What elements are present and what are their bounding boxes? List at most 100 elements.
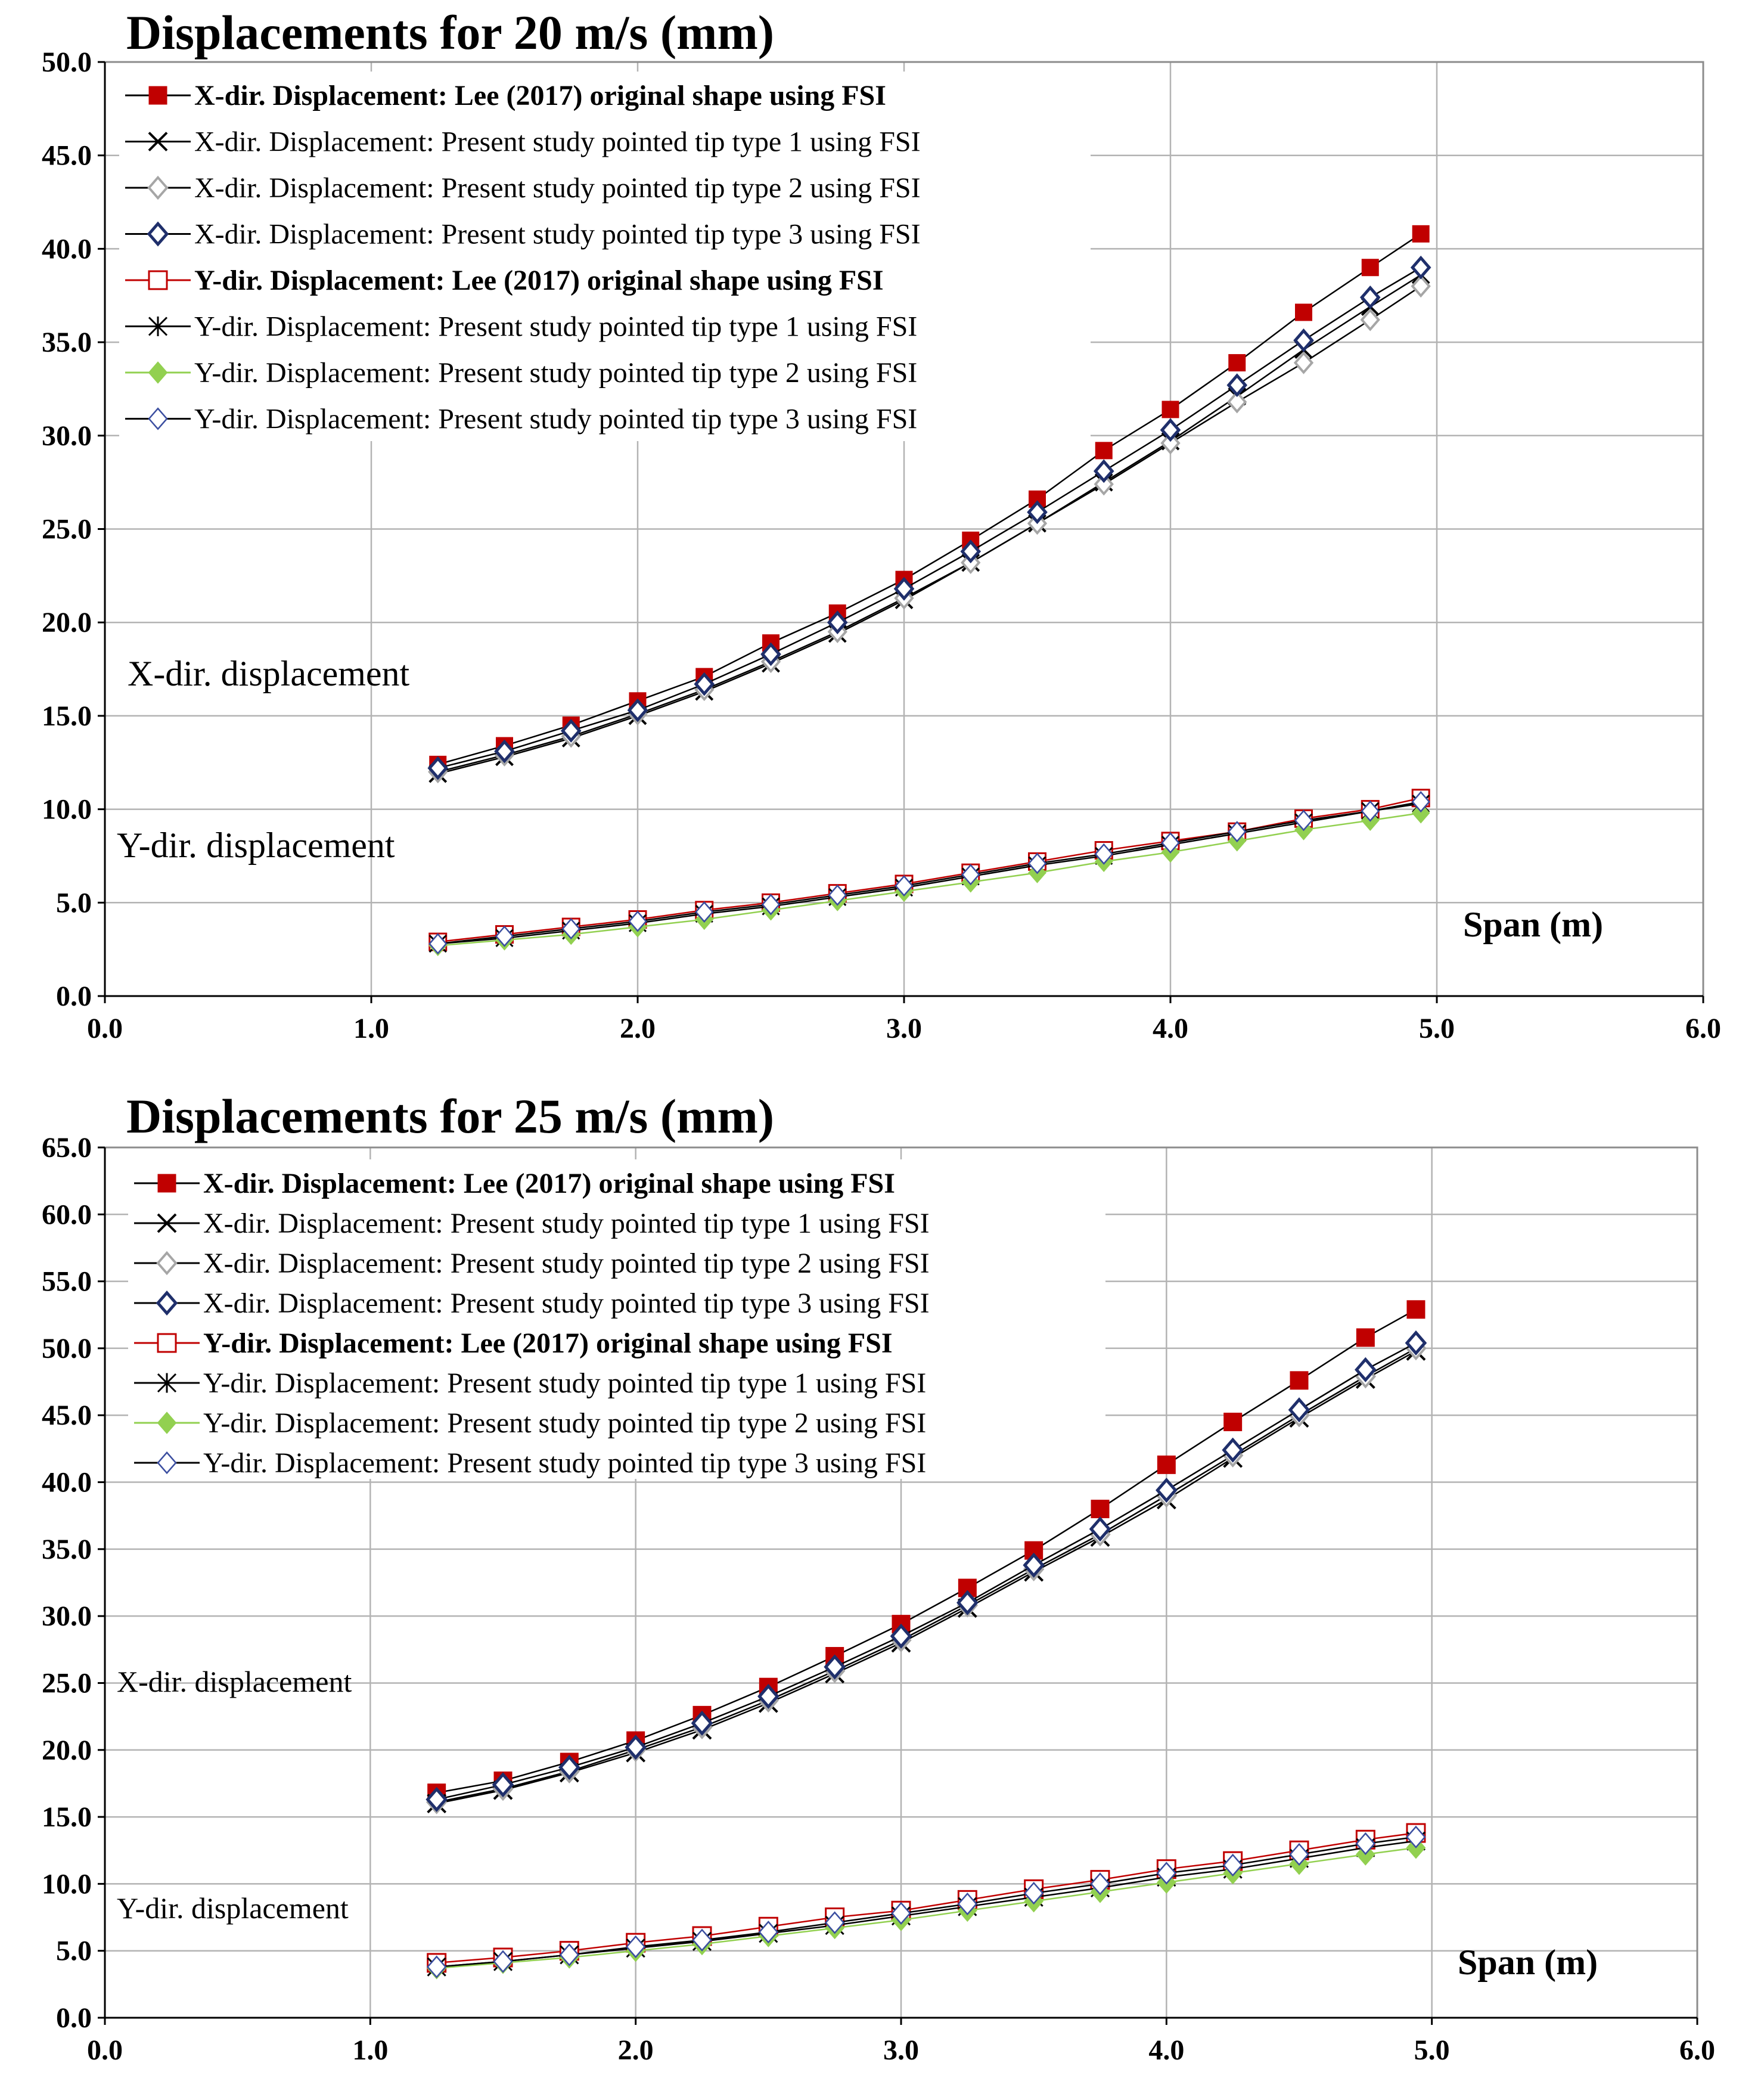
y-tick-label: 0.0 [56, 981, 92, 1012]
data-point [627, 698, 648, 722]
legend-item: Y-dir. Displacement: Present study point… [125, 404, 917, 435]
data-point [758, 1921, 778, 1944]
data-point [628, 910, 647, 932]
data-point [1095, 442, 1113, 460]
legend-label: X-dir. Displacement: Present study point… [194, 219, 921, 250]
data-point [625, 1735, 647, 1760]
legend-marker [147, 175, 169, 200]
legend-label: X-dir. Displacement: Lee (2017) original… [203, 1168, 895, 1199]
y-tick-label: 60.0 [42, 1199, 92, 1230]
series-line [437, 812, 1421, 947]
data-point [692, 1928, 712, 1952]
legend-label: Y-dir. Displacement: Lee (2017) original… [194, 265, 884, 296]
y-tick-label: 30.0 [42, 420, 92, 452]
data-point [493, 1950, 513, 1973]
data-point [1027, 852, 1047, 874]
data-point [1160, 432, 1181, 455]
series-line [436, 1847, 1417, 1969]
data-point [1405, 1330, 1427, 1355]
series-5 [427, 1823, 1426, 1973]
legend-marker [156, 1290, 178, 1316]
legend-item: Y-dir. Displacement: Lee (2017) original… [134, 1327, 893, 1359]
data-point [960, 539, 982, 564]
data-point [1293, 351, 1314, 374]
data-point [1089, 1516, 1111, 1542]
legend-label: Y-dir. Displacement: Present study point… [203, 1447, 926, 1479]
y-tick-label: 35.0 [42, 1534, 92, 1565]
data-point [1412, 225, 1430, 243]
marker-stroke [157, 1213, 177, 1233]
legend-label: X-dir. Displacement: Present study point… [194, 126, 921, 158]
x-tick-label: 0.0 [87, 1013, 123, 1044]
data-point [1094, 843, 1113, 865]
legend-item: X-dir. Displacement: Present study point… [125, 126, 921, 158]
data-point [1156, 1477, 1178, 1503]
chart-25ms: Displacements for 25 m/s (mm) 0.0 5.0 10.0 1… [42, 1089, 1715, 2066]
series-line [437, 802, 1421, 945]
legend-label: X-dir. Displacement: Present study point… [203, 1248, 930, 1279]
marker-stroke [157, 1373, 177, 1393]
data-point [1359, 285, 1381, 309]
legend-item: X-dir. Displacement: Present study point… [134, 1248, 930, 1279]
legend-item: X-dir. Displacement: Present study point… [125, 219, 921, 250]
legend-item: X-dir. Displacement: Present study point… [125, 172, 921, 204]
x-tick-label: 1.0 [352, 2034, 388, 2066]
legend-marker [157, 1373, 177, 1393]
legend-label: Y-dir. Displacement: Present study point… [203, 1407, 926, 1439]
data-point [1223, 1412, 1243, 1431]
legend-item: X-dir. Displacement: Lee (2017) original… [134, 1168, 895, 1199]
legend: X-dir. Displacement: Lee (2017) original… [119, 72, 1091, 441]
x-axis-label: Span (m) [1458, 1943, 1598, 1982]
data-point [827, 610, 848, 635]
data-point [890, 1623, 912, 1649]
data-point [1361, 259, 1379, 277]
x-tick-label: 4.0 [1153, 1013, 1188, 1044]
data-point [1290, 1371, 1309, 1390]
legend-marker [157, 1174, 176, 1193]
legend-marker [157, 1412, 177, 1434]
data-point [825, 1911, 845, 1934]
y-tick-label: 10.0 [42, 1868, 92, 1900]
data-point [957, 1892, 977, 1916]
legend-background [119, 72, 1091, 441]
data-point [1222, 1437, 1244, 1463]
x-tick-label: 6.0 [1685, 1013, 1721, 1044]
data-point [1160, 418, 1181, 442]
y-tick-label: 50.0 [42, 46, 92, 78]
y-tick-label: 15.0 [42, 700, 92, 732]
data-point [1024, 1881, 1044, 1905]
series-8 [427, 1825, 1426, 1978]
legend-label: Y-dir. Displacement: Present study point… [194, 311, 917, 343]
legend-marker [157, 1451, 177, 1475]
data-point [428, 933, 448, 955]
x-tick-label: 1.0 [353, 1013, 389, 1044]
series-line [436, 1836, 1417, 1968]
data-point [560, 719, 582, 743]
data-point [1094, 473, 1114, 496]
data-point [1295, 303, 1312, 321]
x-tick-label: 3.0 [883, 2034, 919, 2066]
legend-label: Y-dir. Displacement: Present study point… [194, 357, 917, 389]
data-point [956, 1590, 979, 1615]
legend-label: X-dir. Displacement: Present study point… [203, 1288, 930, 1319]
data-point [1406, 1300, 1426, 1319]
data-point [695, 901, 714, 923]
series-line [437, 233, 1421, 765]
x-tick-label: 3.0 [886, 1013, 922, 1044]
y-tick-label: 25.0 [42, 1667, 92, 1699]
y-tick-label: 65.0 [42, 1132, 92, 1164]
y-tick-label: 40.0 [42, 233, 92, 265]
legend-item: Y-dir. Displacement: Present study point… [125, 357, 917, 389]
data-point [1361, 800, 1380, 822]
legend-background [128, 1159, 1105, 1479]
legend-marker [148, 361, 168, 384]
legend-item: X-dir. Displacement: Present study point… [134, 1208, 930, 1239]
series-line [436, 1308, 1417, 1794]
legend-marker [156, 1251, 178, 1276]
data-point [1356, 1328, 1375, 1347]
x-tick-label: 5.0 [1414, 2034, 1450, 2066]
series-line [437, 266, 1421, 769]
data-point [1161, 401, 1179, 418]
series-line [436, 1350, 1417, 1804]
